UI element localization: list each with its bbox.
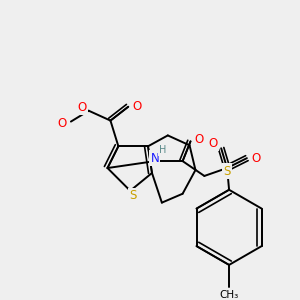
Text: N: N — [151, 152, 159, 165]
Text: S: S — [224, 164, 231, 178]
Text: O: O — [77, 101, 86, 114]
Text: O: O — [195, 133, 204, 146]
Text: O: O — [57, 117, 67, 130]
Text: S: S — [130, 189, 137, 202]
Text: H: H — [159, 145, 167, 155]
Text: CH₃: CH₃ — [220, 290, 239, 300]
Text: O: O — [133, 100, 142, 113]
Text: O: O — [251, 152, 260, 165]
Text: O: O — [208, 137, 218, 150]
